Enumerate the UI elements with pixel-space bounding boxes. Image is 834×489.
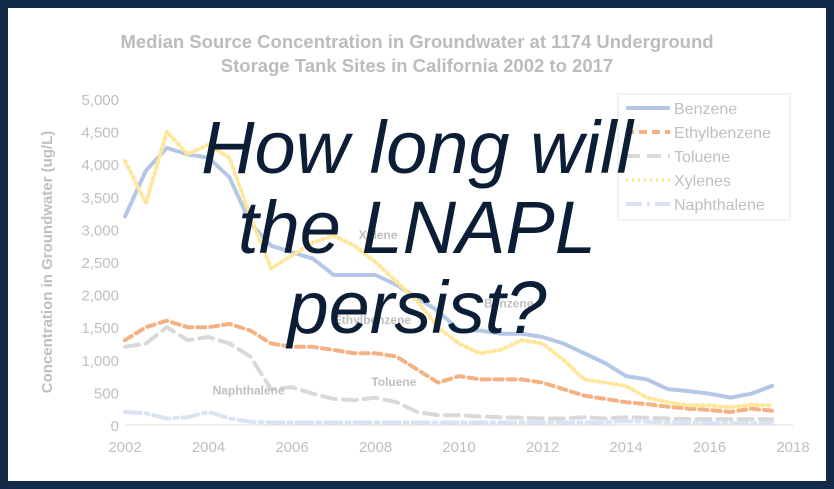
series-line-toluene [123, 325, 775, 422]
chart-title-line-1: Median Source Concentration in Groundwat… [120, 31, 714, 52]
overlay-line-3: persist? [287, 266, 547, 349]
y-tick-label: 2,500 [81, 255, 119, 272]
overlay-question: How long will the LNAPL persist? [8, 108, 826, 348]
series-annotation: Ethylbenzene [334, 313, 412, 327]
concentration-chart: 0 500 1,000 1,500 2,000 2,500 3,000 3,500 4,000 4… [39, 92, 810, 456]
y-tick-label: 3,000 [81, 222, 119, 239]
y-tick-label: 1,000 [81, 353, 119, 370]
series-annotation: Naphthalene [213, 383, 285, 397]
y-tick-label: 2,000 [81, 288, 119, 305]
x-tick-label: 2016 [693, 439, 726, 456]
series-line-naphthalene [123, 410, 775, 425]
chart-series-group [123, 129, 775, 425]
chart-axes: 0 500 1,000 1,500 2,000 2,500 3,000 3,500 4,000 4… [39, 92, 810, 456]
series-line-benzene [123, 145, 775, 400]
legend-label: Xylenes [674, 173, 731, 190]
legend-label: Toluene [674, 149, 730, 166]
y-tick-label: 1,500 [81, 320, 119, 337]
series-annotation: Benzene [484, 297, 534, 311]
x-tick-label: 2008 [359, 439, 392, 456]
y-axis-label: Concentration in Groundwater (ug/L) [39, 131, 56, 394]
series-line-ethylbenzene [123, 318, 775, 414]
slide-frame: 0 500 1,000 1,500 2,000 2,500 3,000 3,500 4,000 4… [8, 8, 826, 481]
legend-box [617, 93, 791, 221]
chart-legend: Benzene Ethylbenzene Toluene Xylenes Naphtha… [617, 93, 791, 221]
legend-label: Benzene [674, 101, 737, 118]
chart-annotations: Xylene Ethylbenzene Benzene Toluene Naphthal… [213, 228, 534, 397]
x-tick-label: 2002 [108, 439, 141, 456]
series-annotation: Xylene [359, 228, 398, 242]
x-tick-label: 2014 [609, 439, 642, 456]
y-tick-label: 500 [94, 385, 119, 402]
chart-title-line-2: Storage Tank Sites in California 2002 to… [220, 55, 614, 76]
y-tick-label: 3,500 [81, 190, 119, 207]
series-annotation: Toluene [371, 375, 416, 389]
y-tick-label: 4,000 [81, 157, 119, 174]
series-line-xylenes [123, 129, 775, 410]
x-tick-label: 2012 [526, 439, 559, 456]
y-tick-label: 0 [111, 418, 119, 435]
x-tick-label: 2006 [275, 439, 308, 456]
overlay-line-1: How long will [201, 106, 633, 189]
legend-label: Naphthalene [674, 197, 765, 214]
y-tick-label: 4,500 [81, 125, 119, 142]
y-tick-label: 5,000 [81, 92, 119, 109]
overlay-line-2: the LNAPL [238, 186, 596, 269]
x-tick-label: 2004 [192, 439, 225, 456]
x-tick-label: 2010 [442, 439, 475, 456]
legend-label: Ethylbenzene [674, 125, 771, 142]
x-tick-label: 2018 [776, 439, 809, 456]
